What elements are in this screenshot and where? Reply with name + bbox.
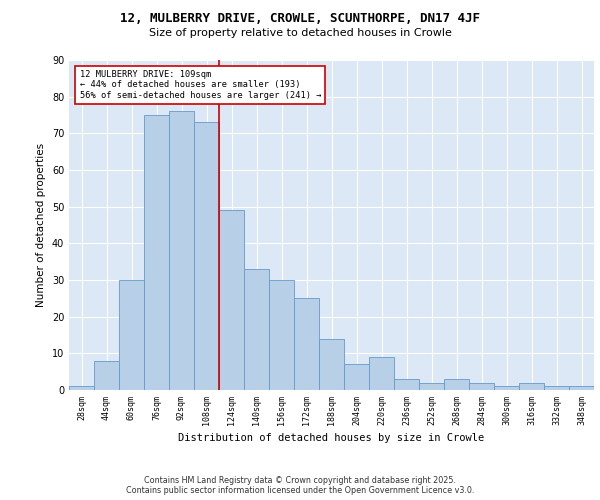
Bar	[519, 382, 544, 390]
Bar	[294, 298, 319, 390]
Bar	[319, 338, 344, 390]
Bar	[494, 386, 519, 390]
Text: 12, MULBERRY DRIVE, CROWLE, SCUNTHORPE, DN17 4JF: 12, MULBERRY DRIVE, CROWLE, SCUNTHORPE, …	[120, 12, 480, 26]
Bar	[369, 357, 394, 390]
Bar	[219, 210, 244, 390]
Bar	[544, 386, 569, 390]
Text: Contains HM Land Registry data © Crown copyright and database right 2025.
Contai: Contains HM Land Registry data © Crown c…	[126, 476, 474, 495]
Text: Size of property relative to detached houses in Crowle: Size of property relative to detached ho…	[149, 28, 451, 38]
Y-axis label: Number of detached properties: Number of detached properties	[36, 143, 46, 307]
Bar	[469, 382, 494, 390]
Bar	[444, 379, 469, 390]
Bar	[569, 386, 594, 390]
Bar	[144, 115, 169, 390]
X-axis label: Distribution of detached houses by size in Crowle: Distribution of detached houses by size …	[178, 433, 485, 443]
Bar	[269, 280, 294, 390]
Bar	[119, 280, 144, 390]
Bar	[394, 379, 419, 390]
Bar	[94, 360, 119, 390]
Bar	[169, 112, 194, 390]
Text: 12 MULBERRY DRIVE: 109sqm
← 44% of detached houses are smaller (193)
56% of semi: 12 MULBERRY DRIVE: 109sqm ← 44% of detac…	[79, 70, 321, 100]
Bar	[69, 386, 94, 390]
Bar	[419, 382, 444, 390]
Bar	[344, 364, 369, 390]
Bar	[244, 269, 269, 390]
Bar	[194, 122, 219, 390]
